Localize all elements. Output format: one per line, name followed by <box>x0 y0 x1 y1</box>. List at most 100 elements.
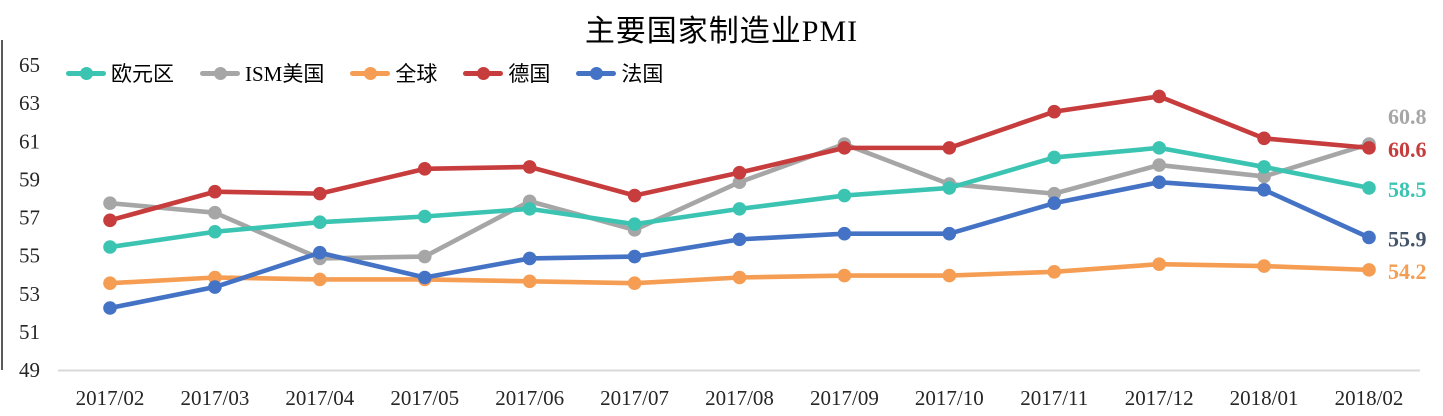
series-point-france <box>1257 183 1271 197</box>
legend-label: 欧元区 <box>111 62 174 86</box>
series-point-germany <box>522 160 537 174</box>
series-point-global <box>1152 257 1166 271</box>
legend-dot-swatch <box>364 66 378 80</box>
series-point-ism-us <box>103 196 117 210</box>
series-point-germany <box>627 188 642 203</box>
x-tick-label: 2017/02 <box>76 386 145 410</box>
x-tick-label: 2017/05 <box>390 386 459 410</box>
series-point-germany <box>1047 104 1062 119</box>
series-point-global <box>103 276 117 291</box>
x-tick-label: 2017/11 <box>1020 386 1088 410</box>
legend-dot-swatch <box>477 66 491 80</box>
legend-item-global: 全球 <box>350 58 437 88</box>
x-tick-label: 2017/07 <box>600 386 669 410</box>
series-point-france <box>522 251 537 266</box>
legend-item-france: 法国 <box>576 58 663 88</box>
series-point-eurozone <box>103 240 117 254</box>
legend-label: 法国 <box>621 62 664 86</box>
series-point-global <box>522 274 537 289</box>
series-point-france <box>1362 230 1376 245</box>
series-point-germany <box>313 186 327 201</box>
series-point-france <box>1152 175 1166 189</box>
legend-marker-icon <box>576 66 617 80</box>
series-point-global <box>942 268 957 283</box>
legend-dot-swatch <box>214 66 227 80</box>
series-point-global <box>208 270 222 285</box>
x-tick-label: 2017/08 <box>705 386 774 410</box>
x-tick-label: 2017/12 <box>1125 386 1194 410</box>
series-point-ism-us <box>417 249 432 264</box>
series-point-global <box>627 276 642 291</box>
series-point-germany <box>837 141 852 155</box>
series-point-eurozone <box>1257 160 1271 174</box>
series-point-france <box>313 245 327 260</box>
legend-marker-icon <box>350 66 391 80</box>
series-point-global <box>1047 264 1062 279</box>
legend-item-eurozone: 欧元区 <box>66 58 174 88</box>
series-line-germany <box>107 94 1372 223</box>
end-label-global: 54.2 <box>1388 259 1427 284</box>
series-point-eurozone <box>522 202 537 216</box>
series-point-france <box>837 226 852 241</box>
series-point-eurozone <box>208 224 222 239</box>
series-point-germany <box>942 141 957 155</box>
end-label-eurozone: 58.5 <box>1388 177 1427 202</box>
y-tick-label: 65 <box>19 53 40 77</box>
series-point-ism-us <box>1152 158 1166 172</box>
series-point-germany <box>1152 89 1166 104</box>
series-point-eurozone <box>417 209 432 224</box>
series-point-eurozone <box>837 188 852 203</box>
series-point-germany <box>208 184 222 199</box>
series-point-france <box>942 226 957 241</box>
series-point-eurozone <box>1047 150 1062 165</box>
chart-legend: 欧元区 ISM美国 全球 德国 法国 <box>66 58 663 88</box>
series-point-ism-us <box>1257 169 1271 184</box>
series-point-ism-us <box>208 205 222 220</box>
legend-dot-swatch <box>80 66 93 80</box>
end-label-france: 55.9 <box>1388 226 1427 251</box>
legend-marker-icon <box>463 66 504 80</box>
x-tick-label: 2017/03 <box>180 386 249 410</box>
legend-label: 德国 <box>508 62 551 86</box>
series-point-france <box>103 301 117 315</box>
x-tick-label: 2017/04 <box>285 386 354 410</box>
series-point-germany <box>1257 131 1271 146</box>
x-tick-label: 2017/10 <box>915 386 984 410</box>
series-point-france <box>732 232 747 247</box>
end-label-germany: 60.6 <box>1388 137 1427 162</box>
legend-label: 全球 <box>395 62 438 86</box>
series-point-france <box>417 270 432 285</box>
series-line-eurozone <box>107 145 1372 250</box>
x-tick-label: 2018/01 <box>1230 386 1299 410</box>
series-point-germany <box>103 213 117 228</box>
series-point-france <box>627 249 642 264</box>
series-point-eurozone <box>942 181 957 195</box>
x-tick-label: 2017/06 <box>495 386 564 410</box>
series-point-germany <box>417 162 432 176</box>
end-label-ism-us: 60.8 <box>1388 104 1427 129</box>
chart-title: 主要国家制造业PMI <box>584 15 859 48</box>
series-point-eurozone <box>313 215 327 230</box>
series-point-global <box>732 270 747 285</box>
y-tick-label: 51 <box>19 320 40 344</box>
y-tick-label: 61 <box>19 129 40 153</box>
series-point-global <box>837 268 852 283</box>
y-tick-label: 59 <box>19 167 40 191</box>
series-point-germany <box>1362 141 1376 155</box>
legend-marker-icon <box>200 66 240 80</box>
series-point-global <box>313 272 327 287</box>
y-tick-label: 55 <box>19 244 40 268</box>
series-point-eurozone <box>1362 181 1376 195</box>
series-point-ism-us <box>732 175 747 189</box>
legend-marker-icon <box>66 66 106 80</box>
x-tick-label: 2018/02 <box>1335 386 1404 410</box>
x-tick-label: 2017/09 <box>810 386 879 410</box>
y-tick-label: 57 <box>19 206 40 230</box>
series-point-france <box>1047 196 1062 210</box>
series-point-eurozone <box>1152 141 1166 155</box>
legend-item-ism-us: ISM美国 <box>200 58 324 88</box>
series-point-global <box>1362 263 1376 277</box>
legend-label: ISM美国 <box>245 62 325 86</box>
